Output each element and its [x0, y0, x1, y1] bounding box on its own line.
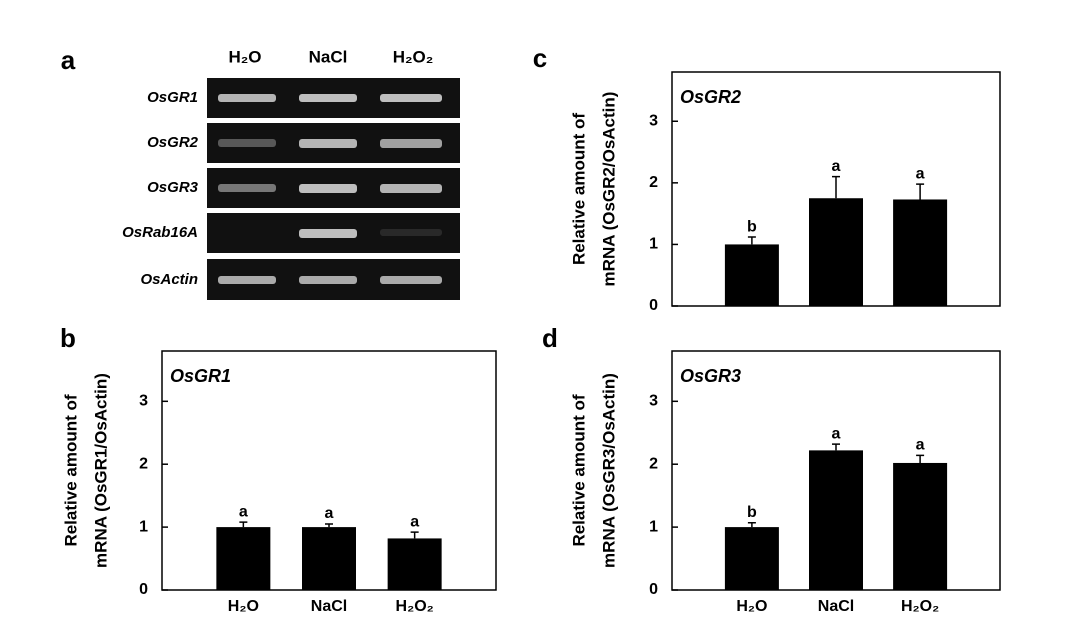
gel-image	[207, 78, 460, 300]
x-tick-label: NaCl	[311, 598, 347, 615]
error-bar	[747, 236, 756, 245]
panel-label: b	[60, 323, 76, 353]
error-bar	[325, 523, 333, 528]
x-tick-label: H₂O₂	[901, 598, 939, 615]
y-axis-label: mRNA (OsGR2/OsActin)	[599, 92, 618, 287]
significance-letter: b	[747, 504, 757, 521]
y-tick-label: 2	[139, 455, 148, 472]
x-tick-label: H₂O	[736, 598, 767, 615]
gene-label: OsActin	[140, 271, 198, 288]
y-axis-label: Relative amount of	[61, 394, 80, 546]
bar	[809, 450, 863, 590]
y-axis-label: mRNA (OsGR1/OsActin)	[91, 373, 110, 568]
chart-title: OsGR1	[170, 366, 231, 386]
error-bar	[410, 531, 419, 539]
chart-title: OsGR2	[680, 87, 741, 107]
significance-letter: a	[239, 503, 248, 520]
gene-label: OsRab16A	[122, 224, 198, 241]
y-tick-label: 3	[649, 393, 658, 410]
significance-letter: a	[916, 437, 925, 454]
panel-label: a	[61, 45, 76, 75]
error-bar	[832, 175, 840, 199]
chart-title: OsGR3	[680, 366, 741, 386]
y-axis-label: mRNA (OsGR3/OsActin)	[599, 373, 618, 568]
panel-label: c	[533, 43, 547, 73]
gene-label: OsGR2	[147, 134, 199, 151]
y-axis-label: Relative amount of	[569, 394, 588, 546]
bar	[893, 199, 948, 306]
significance-letter: b	[747, 218, 757, 235]
y-tick-label: 1	[649, 236, 658, 253]
bar	[302, 527, 356, 590]
lane-label: NaCl	[309, 47, 348, 66]
x-tick-label: H₂O	[228, 598, 259, 615]
y-tick-label: 1	[649, 518, 658, 535]
significance-letter: a	[410, 513, 419, 530]
y-axis-label: Relative amount of	[569, 113, 588, 265]
y-tick-label: 2	[649, 174, 658, 191]
error-bar	[239, 521, 248, 528]
gene-label: OsGR3	[147, 179, 199, 196]
error-bar	[916, 454, 925, 463]
significance-letter: a	[916, 165, 925, 182]
error-bar	[747, 521, 756, 528]
bar	[893, 462, 948, 590]
y-tick-label: 0	[139, 581, 148, 598]
x-tick-label: H₂O₂	[396, 598, 434, 615]
y-tick-label: 0	[649, 581, 658, 598]
gene-label: OsGR1	[147, 89, 198, 106]
error-bar	[832, 443, 840, 451]
lane-label: H₂O	[228, 47, 261, 66]
lane-label: H₂O₂	[393, 47, 434, 66]
y-tick-label: 1	[139, 518, 148, 535]
bar	[387, 538, 442, 590]
y-tick-label: 3	[139, 393, 148, 410]
y-tick-label: 3	[649, 112, 658, 129]
panel-label: d	[542, 323, 558, 353]
bar	[724, 527, 779, 590]
significance-letter: a	[832, 158, 841, 175]
x-tick-label: NaCl	[818, 598, 854, 615]
bar	[724, 244, 779, 306]
error-bar	[916, 183, 925, 200]
bar	[809, 198, 863, 306]
y-tick-label: 0	[649, 297, 658, 314]
significance-letter: a	[832, 425, 841, 442]
y-tick-label: 2	[649, 455, 658, 472]
significance-letter: a	[325, 505, 334, 522]
bar	[216, 527, 271, 590]
